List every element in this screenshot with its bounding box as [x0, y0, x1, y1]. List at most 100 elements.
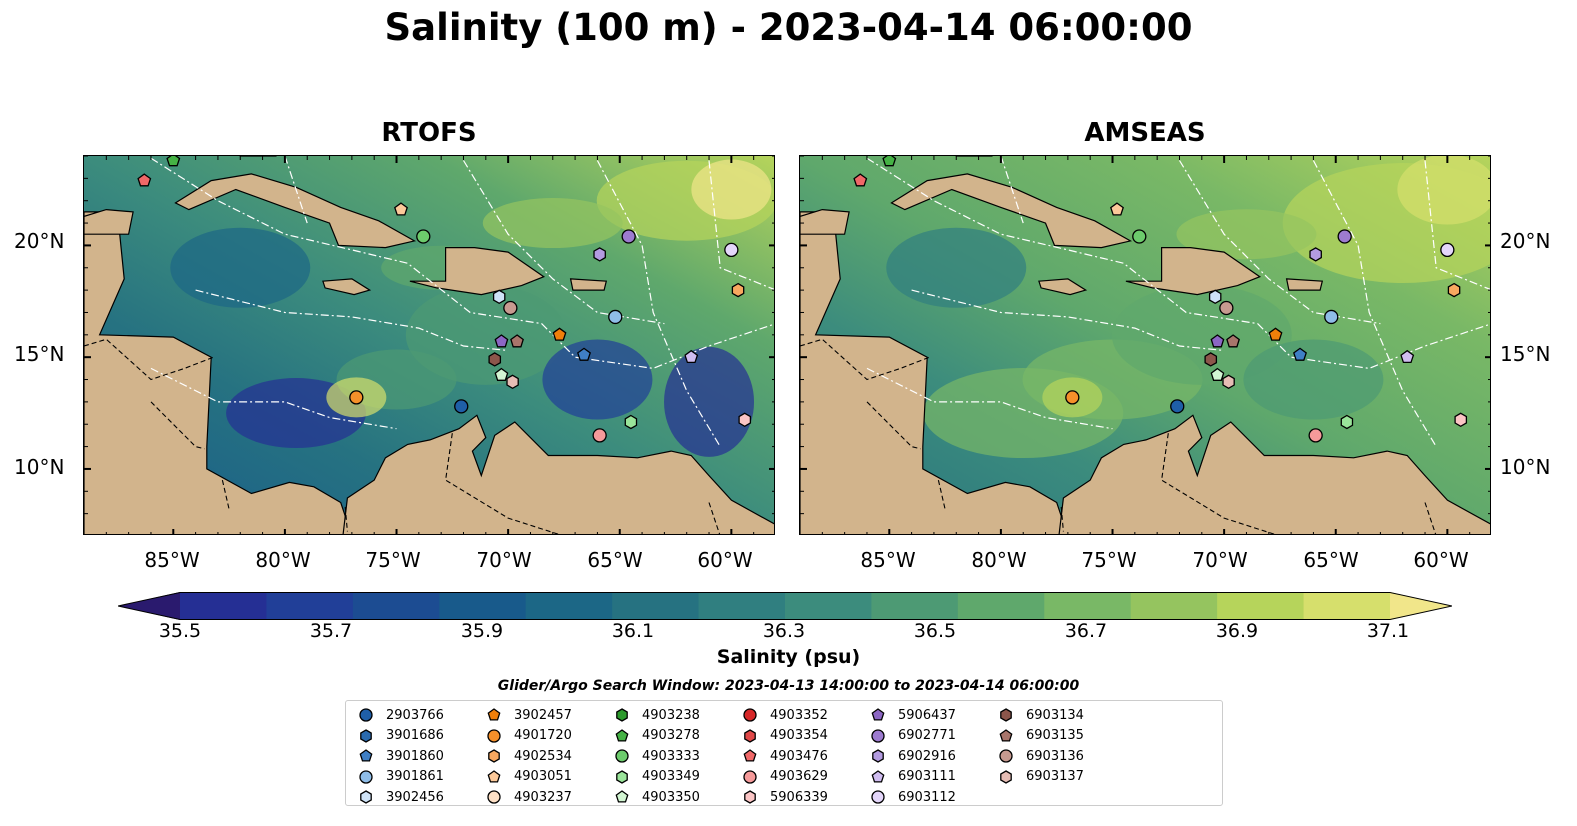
hexagon-marker-icon: [1000, 708, 1012, 722]
lon-label-65w: 65°W: [587, 548, 643, 572]
legend-label: 5906437: [898, 707, 956, 723]
circle-marker-icon: [487, 728, 501, 743]
legend-label: 4903349: [642, 769, 700, 784]
salinity-patch: [542, 339, 653, 420]
eez-boundary: [911, 289, 1225, 352]
float-marker: [577, 347, 591, 361]
float-marker: [1210, 367, 1225, 381]
lon-label-65w-2: 65°W: [1303, 548, 1359, 572]
circle-marker-icon: [999, 749, 1013, 763]
country-border: [1060, 506, 1064, 532]
lat-label-15n-right: 15°N: [1500, 342, 1551, 366]
legend-label: 3901686: [386, 728, 444, 743]
float-marker: [394, 202, 408, 216]
legend-label: 4902534: [514, 748, 572, 764]
eez-boundary: [866, 367, 1113, 430]
legend-item: 4903333: [614, 746, 700, 766]
salinity-patch: [1111, 284, 1292, 385]
legend-marker: [744, 728, 756, 743]
colorbar-tick: 37.1: [1366, 620, 1410, 642]
float-marker: [1340, 414, 1354, 430]
legend-marker: [872, 749, 884, 763]
pentagon-marker-icon: [871, 769, 885, 783]
legend-label: 3902456: [386, 789, 444, 805]
legend-label: 4903333: [642, 748, 700, 764]
lat-label-15n: 15°N: [14, 342, 65, 366]
legend-item: 6903135: [998, 726, 1084, 746]
float-marker: [1208, 289, 1222, 305]
legend-marker: [744, 790, 756, 804]
eez-boundary: [708, 160, 774, 290]
float-marker: [1309, 247, 1322, 262]
land-mass: [84, 208, 134, 235]
salinity-patch: [1243, 339, 1384, 420]
lon-label-80w: 80°W: [255, 548, 311, 572]
float-marker: [624, 414, 638, 430]
legend-label: 4901720: [514, 728, 572, 743]
pentagon-marker-icon: [487, 708, 501, 721]
pentagon-marker-icon: [999, 728, 1013, 742]
legend-label: 4903629: [770, 769, 828, 784]
legend-title: Glider/Argo Search Window: 2023-04-13 14…: [497, 678, 1080, 694]
pentagon-marker-icon: [359, 749, 373, 762]
float-marker: [724, 242, 739, 258]
hexagon-marker-icon: [488, 749, 500, 763]
float-marker: [454, 399, 469, 414]
figure-title: Salinity (100 m) - 2023-04-14 06:00:00: [384, 6, 1193, 49]
float-marker: [349, 390, 364, 405]
colorbar-tick: 36.3: [762, 620, 806, 642]
map-rtofs[interactable]: [83, 155, 775, 535]
lon-label-75w: 75°W: [365, 548, 421, 572]
colorbar-tick: 35.9: [460, 620, 504, 642]
eez-boundary: [1000, 156, 1024, 224]
float-marker: [1210, 334, 1225, 348]
country-border: [708, 502, 721, 534]
circle-marker-icon: [871, 728, 885, 743]
legend-marker: [487, 769, 501, 783]
eez-boundary: [1424, 160, 1490, 290]
legend-item: 4903278: [614, 726, 700, 746]
float-marker: [1400, 349, 1415, 364]
colorbar-extend-high: [1390, 592, 1452, 620]
hexagon-marker-icon: [744, 790, 756, 804]
legend-marker: [1000, 769, 1012, 784]
float-marker: [738, 412, 752, 428]
float-marker: [684, 349, 699, 364]
legend-item: 4903238: [614, 705, 700, 725]
salinity-patch: [482, 198, 623, 249]
legend-item: 4903354: [742, 726, 828, 746]
float-marker: [882, 156, 897, 167]
lon-label-80w-2: 80°W: [971, 548, 1027, 572]
colorbar-swatch: [1217, 592, 1305, 620]
map-amseas[interactable]: [799, 155, 1491, 535]
float-marker: [1132, 229, 1147, 244]
colorbar-extend-low: [118, 592, 180, 620]
hexagon-marker-icon: [1000, 769, 1012, 784]
legend-marker: [871, 769, 885, 783]
legend-label: 4903051: [514, 769, 572, 784]
legend-item: 4901720: [486, 726, 572, 746]
colorbar-swatch: [180, 592, 267, 620]
legend-item: 6902916: [870, 746, 956, 766]
land-mass: [409, 246, 546, 296]
country-border: [84, 338, 214, 381]
eez-boundary: [284, 156, 308, 224]
float-marker: [1219, 300, 1234, 316]
land-mass: [890, 173, 1133, 249]
lat-label-10n: 10°N: [14, 455, 65, 479]
pentagon-marker-icon: [871, 708, 885, 721]
legend-item: 4903051: [486, 767, 572, 787]
legend-item: 6903112: [870, 787, 956, 807]
circle-marker-icon: [871, 790, 885, 804]
country-border: [937, 479, 946, 510]
hexagon-marker-icon: [616, 708, 628, 722]
float-marker: [853, 173, 868, 187]
hexagon-marker-icon: [616, 769, 628, 784]
colorbar-swatch: [612, 592, 700, 620]
float-marker: [1324, 309, 1339, 325]
legend-label: 4903350: [642, 789, 700, 805]
colorbar-tick: 35.5: [158, 620, 202, 642]
float-marker: [503, 300, 518, 316]
hexagon-marker-icon: [360, 790, 372, 804]
legend-item: 3901861: [358, 767, 444, 787]
